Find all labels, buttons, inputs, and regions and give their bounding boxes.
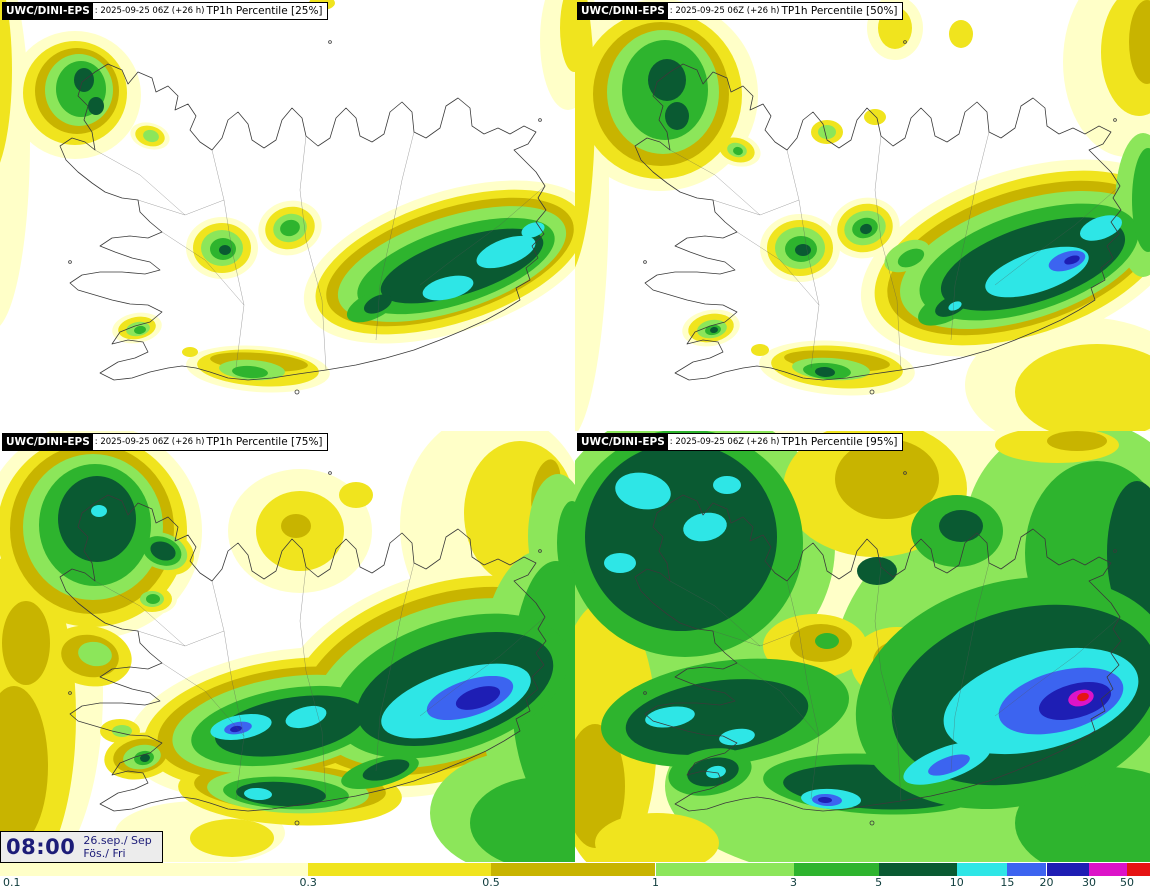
valid-time-box: 08:00 26.sep./ Sep Fös./ Fri xyxy=(0,831,163,863)
colorbar-segment xyxy=(655,863,794,876)
colorbar-tick-label: 50 xyxy=(1120,876,1134,889)
product-name: TP1h Percentile [25%] xyxy=(206,5,323,17)
colorbar-segment xyxy=(793,863,879,876)
precipitation-map-p25 xyxy=(0,0,575,395)
colorbar-tick-label: 0.1 xyxy=(3,876,21,889)
run-info: : 2025-09-25 06Z (+26 h) xyxy=(669,437,780,447)
colorbar-segment xyxy=(1046,863,1090,876)
panel-title-p75: UWC/DINI-EPS : 2025-09-25 06Z (+26 h) TP… xyxy=(2,433,328,451)
map-panel-p50: UWC/DINI-EPS : 2025-09-25 06Z (+26 h) TP… xyxy=(575,0,1150,431)
precipitation-map-p75 xyxy=(0,431,575,862)
run-info: : 2025-09-25 06Z (+26 h) xyxy=(669,6,780,16)
precipitation-map-p95 xyxy=(575,431,1150,862)
colorbar-tick-label: 0.3 xyxy=(299,876,317,889)
colorbar-segment xyxy=(878,863,957,876)
colorbar-labels: 0.1 0.3 0.5 1 3 5 10 15 20 30 50 xyxy=(0,876,1150,891)
model-name: UWC/DINI-EPS xyxy=(3,434,93,450)
colorbar-tick-label: 15 xyxy=(1000,876,1015,889)
colorbar-tick-label: 30 xyxy=(1082,876,1097,889)
colorbar-tick-label: 20 xyxy=(1039,876,1054,889)
colorbar-segment xyxy=(956,863,1008,876)
panel-title-p50: UWC/DINI-EPS : 2025-09-25 06Z (+26 h) TP… xyxy=(577,2,903,20)
map-grid: UWC/DINI-EPS : 2025-09-25 06Z (+26 h) TP… xyxy=(0,0,1150,862)
colorbar xyxy=(0,863,1150,876)
colorbar-tick-label: 0.5 xyxy=(482,876,500,889)
run-info: : 2025-09-25 06Z (+26 h) xyxy=(94,6,205,16)
run-info: : 2025-09-25 06Z (+26 h) xyxy=(94,437,205,447)
map-panel-p25: UWC/DINI-EPS : 2025-09-25 06Z (+26 h) TP… xyxy=(0,0,575,431)
precipitation-map-p50 xyxy=(575,0,1150,431)
valid-date: 26.sep./ Sep xyxy=(83,834,152,847)
model-name: UWC/DINI-EPS xyxy=(3,3,93,19)
product-name: TP1h Percentile [75%] xyxy=(206,436,323,448)
legend-footer: 0.1 0.3 0.5 1 3 5 10 15 20 30 50 xyxy=(0,863,1150,891)
model-name: UWC/DINI-EPS xyxy=(578,434,668,450)
colorbar-segment xyxy=(1127,863,1150,876)
colorbar-segment xyxy=(491,863,656,876)
valid-time: 08:00 xyxy=(6,835,76,859)
product-name: TP1h Percentile [50%] xyxy=(781,5,898,17)
model-name: UWC/DINI-EPS xyxy=(578,3,668,19)
product-name: TP1h Percentile [95%] xyxy=(781,436,898,448)
panel-title-p95: UWC/DINI-EPS : 2025-09-25 06Z (+26 h) TP… xyxy=(577,433,903,451)
colorbar-segment xyxy=(1007,863,1047,876)
colorbar-tick-label: 1 xyxy=(652,876,659,889)
colorbar-segment xyxy=(1089,863,1127,876)
map-panel-p75: UWC/DINI-EPS : 2025-09-25 06Z (+26 h) TP… xyxy=(0,431,575,862)
valid-day: Fös./ Fri xyxy=(83,847,126,860)
panel-title-p25: UWC/DINI-EPS : 2025-09-25 06Z (+26 h) TP… xyxy=(2,2,328,20)
valid-date-wrap: 26.sep./ Sep Fös./ Fri xyxy=(83,834,151,860)
map-panel-p95: UWC/DINI-EPS : 2025-09-25 06Z (+26 h) TP… xyxy=(575,431,1150,862)
colorbar-tick-label: 10 xyxy=(949,876,964,889)
colorbar-segment xyxy=(308,863,492,876)
colorbar-segment xyxy=(0,863,309,876)
colorbar-tick-label: 3 xyxy=(790,876,797,889)
colorbar-tick-label: 5 xyxy=(875,876,883,889)
